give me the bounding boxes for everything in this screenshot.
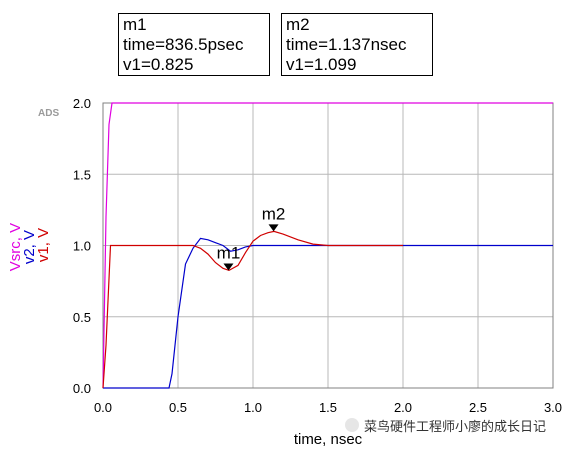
y-label-v2: v2, V: [21, 230, 38, 264]
watermark-text: 菜鸟硬件工程师小廖的成长日记: [364, 420, 547, 435]
x-tick-label: 0.5: [169, 400, 187, 415]
marker-value: v1=0.825: [123, 55, 194, 74]
axis-ticks: 0.0 0.5 1.0 1.5 2.0 2.5 3.0 0.0 0.5 1.0 1.5 2.0: [73, 96, 562, 415]
marker-time: time=1.137nsec: [286, 35, 407, 54]
y-tick-label: 1.0: [73, 239, 91, 254]
marker-readout-m1[interactable]: m1 time=836.5psec v1=0.825: [118, 13, 270, 76]
series-lines: [102, 102, 553, 389]
markers: m1 m2: [217, 204, 286, 271]
marker-triangle-m2[interactable]: [268, 224, 279, 232]
x-tick-label: 1.5: [319, 400, 337, 415]
series-line-v1[interactable]: [102, 230, 403, 389]
marker-label-m2: m2: [262, 204, 286, 223]
x-tick-label: 3.0: [544, 400, 562, 415]
marker-label-m1: m1: [217, 243, 241, 262]
y-tick-label: 0.5: [73, 310, 91, 325]
y-tick-label: 0.0: [73, 381, 91, 396]
x-tick-label: 2.5: [469, 400, 487, 415]
x-tick-label: 1.0: [244, 400, 262, 415]
marker-triangle-m1[interactable]: [223, 263, 234, 271]
y-axis-label: Vsrc, V v2, V v1, V: [7, 219, 52, 272]
marker-readout-m2[interactable]: m2 time=1.137nsec v1=1.099: [281, 13, 433, 76]
marker-value: v1=1.099: [286, 55, 357, 74]
marker-name: m2: [286, 15, 310, 34]
x-tick-label: 0.0: [94, 400, 112, 415]
y-tick-label: 2.0: [73, 96, 91, 111]
ads-logo: ADS: [38, 108, 59, 119]
y-label-v1: v1, V: [35, 228, 52, 262]
series-line-v2[interactable]: [103, 237, 553, 389]
wechat-icon: [345, 418, 359, 432]
y-tick-label: 1.5: [73, 167, 91, 182]
x-axis-label: time, nsec: [294, 431, 363, 448]
marker-time: time=836.5psec: [123, 35, 244, 54]
series-line-vsrc[interactable]: [102, 102, 553, 389]
y-label-vsrc: Vsrc, V: [7, 223, 24, 271]
x-tick-label: 2.0: [394, 400, 412, 415]
marker-name: m1: [123, 15, 147, 34]
